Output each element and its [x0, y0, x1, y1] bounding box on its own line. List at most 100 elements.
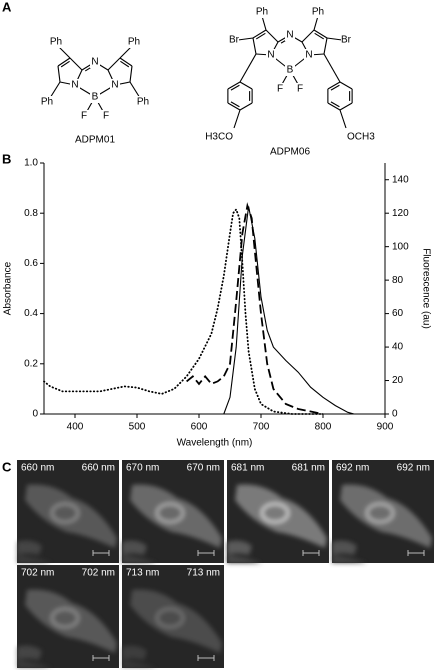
atom-bg: [110, 79, 120, 91]
x-tick-label: 800: [315, 422, 332, 433]
x-tick-label: 900: [377, 422, 394, 433]
image-label: 692 nm: [397, 463, 430, 474]
atom-label: Ph: [50, 37, 62, 48]
molecule-name: ADPM06: [270, 147, 310, 158]
bond: [339, 102, 353, 111]
cell-fragment: [227, 555, 262, 563]
bond: [314, 32, 325, 40]
atom-bg: [90, 91, 100, 103]
y2-tick-label: 60: [392, 308, 404, 319]
cell-body: [25, 484, 117, 548]
atom-label: N: [71, 80, 78, 91]
bond: [323, 37, 328, 55]
bond: [330, 101, 340, 108]
cell-fragment: [17, 645, 42, 660]
y2-tick-label: 20: [392, 375, 404, 386]
scale-bar: [197, 550, 215, 556]
bond: [301, 29, 315, 43]
bond: [57, 57, 71, 67]
cell-body: [130, 484, 222, 548]
atom-bg: [295, 83, 305, 95]
bond: [330, 84, 340, 91]
bond: [252, 29, 267, 39]
atom-bg: [313, 6, 323, 18]
bond: [119, 57, 133, 67]
nucleus-rim: [155, 607, 185, 629]
micrograph: 670 nm 670 nm: [122, 460, 224, 563]
cell-body: [235, 484, 327, 548]
image-label: 670 nm: [187, 463, 220, 474]
atom-label: N: [111, 80, 118, 91]
bond: [239, 102, 253, 111]
bond: [230, 84, 240, 91]
data-line: [43, 207, 324, 415]
atom-label: Ph: [41, 97, 53, 108]
bond: [233, 109, 241, 129]
atom-label: B: [287, 65, 294, 76]
image-label: 670 nm: [126, 463, 159, 474]
cell: [122, 484, 222, 563]
atom-label: N: [267, 50, 274, 61]
bond: [227, 102, 241, 111]
y2-tick-label: 80: [392, 275, 404, 286]
scale-bar: [302, 550, 320, 556]
atom-label: Ph: [137, 97, 149, 108]
cell-fragment: [17, 660, 52, 668]
bond: [237, 37, 254, 41]
atom-bg: [257, 6, 267, 18]
atom-bg: [101, 110, 111, 122]
bond: [339, 81, 353, 90]
cell: [122, 589, 222, 668]
image-label: 702 nm: [21, 568, 54, 579]
atom-label: Ph: [128, 37, 140, 48]
atom-bg: [51, 36, 61, 48]
atom-label: F: [277, 84, 283, 95]
y-tick-label: 1.0: [24, 158, 38, 169]
x-tick-label: 400: [67, 422, 84, 433]
bond: [57, 65, 61, 83]
nucleus-rim: [50, 502, 80, 524]
atom-label: Br: [229, 35, 240, 46]
y-axis-label: Absorbance: [3, 261, 14, 315]
bond: [323, 53, 341, 83]
bond: [327, 102, 341, 111]
bond: [313, 15, 319, 31]
x-tick-label: 700: [253, 422, 270, 433]
y2-tick-label: 40: [392, 342, 404, 353]
atom-label: Ph: [312, 7, 324, 18]
bond: [339, 109, 347, 129]
x-tick-label: 600: [191, 422, 208, 433]
bond: [129, 65, 133, 83]
cell-fragment: [17, 540, 42, 555]
atom-bg: [304, 49, 314, 61]
cell: [17, 484, 117, 563]
bond: [326, 37, 343, 41]
cell-fragment: [332, 540, 357, 555]
atom-bg: [90, 56, 100, 68]
cell: [17, 589, 117, 668]
atom-bg: [285, 64, 295, 76]
nucleus-rim: [155, 502, 185, 524]
atom-label: B: [92, 92, 99, 103]
atom-label: F: [81, 111, 87, 122]
bond: [239, 53, 257, 83]
micrograph: 692 nm 692 nm: [332, 460, 434, 563]
y2-axis-label: Fluorescence (au): [420, 248, 431, 329]
image-label: 681 nm: [231, 463, 264, 474]
x-tick-label: 500: [129, 422, 146, 433]
y2-tick-label: 100: [392, 241, 409, 252]
bond: [69, 57, 83, 71]
bond: [120, 60, 130, 68]
atom-label: Ph: [256, 7, 268, 18]
bond: [261, 15, 267, 31]
atom-label: OCH3: [347, 132, 375, 143]
cell-fragment: [17, 555, 52, 563]
bond: [239, 81, 253, 90]
panel-label: A: [2, 0, 12, 14]
molecule-name: ADPM01: [75, 135, 115, 146]
cell-fragment: [122, 660, 157, 668]
panel-label: C: [2, 459, 12, 474]
image-label: 681 nm: [292, 463, 325, 474]
image-label: 660 nm: [82, 463, 115, 474]
